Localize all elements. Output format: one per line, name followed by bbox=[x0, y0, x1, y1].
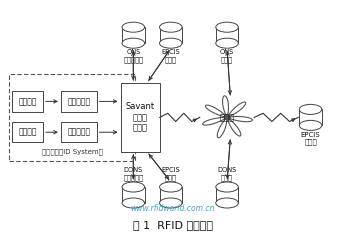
Text: 电子标签: 电子标签 bbox=[18, 128, 37, 137]
Ellipse shape bbox=[159, 22, 182, 32]
Polygon shape bbox=[216, 27, 238, 43]
Polygon shape bbox=[122, 187, 145, 203]
Text: DONS
本地服务器: DONS 本地服务器 bbox=[123, 167, 143, 181]
Text: DONS
服务器: DONS 服务器 bbox=[217, 167, 237, 181]
Bar bbox=[12, 122, 43, 143]
Ellipse shape bbox=[299, 120, 322, 130]
Text: ONS
服务器: ONS 服务器 bbox=[220, 49, 234, 63]
Text: 电子标签: 电子标签 bbox=[18, 97, 37, 106]
Ellipse shape bbox=[216, 38, 238, 48]
Polygon shape bbox=[299, 109, 322, 125]
Ellipse shape bbox=[216, 182, 238, 192]
Text: EPCIS
服务器: EPCIS 服务器 bbox=[161, 167, 180, 181]
Ellipse shape bbox=[299, 104, 322, 114]
Bar bbox=[120, 83, 160, 152]
Ellipse shape bbox=[159, 182, 182, 192]
Ellipse shape bbox=[122, 198, 145, 208]
Bar bbox=[61, 91, 97, 112]
Text: 标签读写器: 标签读写器 bbox=[67, 128, 90, 137]
Bar bbox=[9, 74, 135, 161]
Polygon shape bbox=[159, 27, 182, 43]
Bar bbox=[61, 122, 97, 143]
Text: Savant
中间件
服务器: Savant 中间件 服务器 bbox=[126, 103, 155, 132]
Text: ONS
本地服务器: ONS 本地服务器 bbox=[123, 49, 143, 63]
Ellipse shape bbox=[122, 38, 145, 48]
Text: EPCIS
服务器: EPCIS 服务器 bbox=[161, 49, 180, 63]
Polygon shape bbox=[159, 187, 182, 203]
Text: www.rfidworld.com.cn: www.rfidworld.com.cn bbox=[130, 204, 215, 213]
Bar bbox=[12, 91, 43, 112]
Text: EPCIS
服务器: EPCIS 服务器 bbox=[301, 132, 321, 145]
Ellipse shape bbox=[216, 198, 238, 208]
Text: 识别系统（ID System）: 识别系统（ID System） bbox=[41, 148, 102, 155]
Ellipse shape bbox=[216, 22, 238, 32]
Ellipse shape bbox=[122, 22, 145, 32]
Text: 标签读写器: 标签读写器 bbox=[67, 97, 90, 106]
Polygon shape bbox=[203, 96, 253, 138]
Ellipse shape bbox=[122, 182, 145, 192]
Polygon shape bbox=[122, 27, 145, 43]
Ellipse shape bbox=[159, 38, 182, 48]
Ellipse shape bbox=[159, 198, 182, 208]
Polygon shape bbox=[216, 187, 238, 203]
Text: 图 1  RFID 网络组成: 图 1 RFID 网络组成 bbox=[132, 220, 213, 230]
Text: 互联网: 互联网 bbox=[219, 113, 235, 122]
